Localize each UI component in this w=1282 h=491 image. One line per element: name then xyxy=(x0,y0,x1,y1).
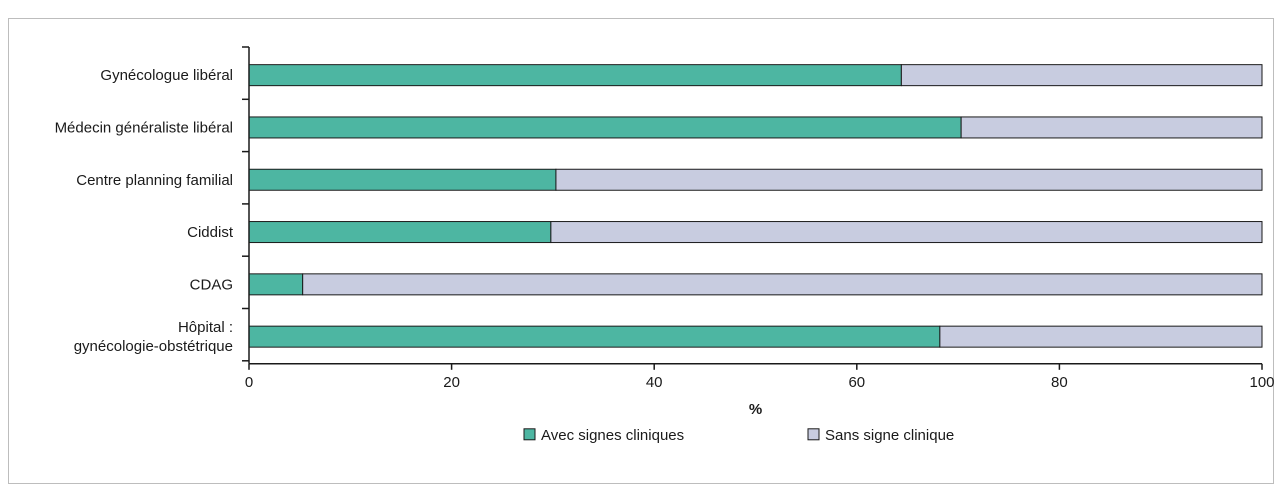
bar-avec-1 xyxy=(248,116,962,139)
bar-sans-5 xyxy=(939,325,1263,348)
bar-sans-0 xyxy=(900,64,1263,87)
category-label: Gynécologue libéral xyxy=(100,67,233,84)
x-tick-label: 60 xyxy=(848,374,865,391)
legend-swatch-avec xyxy=(523,428,536,441)
x-tick-label: 40 xyxy=(646,374,663,391)
category-label: Médecin généraliste libéral xyxy=(55,119,233,136)
x-axis-ticks: 0 20 40 60 80 100 xyxy=(245,363,1275,391)
category-label: gynécologie-obstétrique xyxy=(74,338,233,355)
x-tick-label: 80 xyxy=(1051,374,1068,391)
bar-avec-2 xyxy=(248,168,557,191)
bar-avec-5 xyxy=(248,325,941,348)
x-tick-label: 100 xyxy=(1249,374,1274,391)
bar-sans-2 xyxy=(555,168,1263,191)
bar-avec-3 xyxy=(248,221,552,244)
legend-label-avec: Avec signes cliniques xyxy=(541,427,684,444)
legend-swatch-sans xyxy=(807,428,820,441)
x-axis-title: % xyxy=(749,401,762,418)
bar-sans-3 xyxy=(550,221,1263,244)
y-axis-ticks xyxy=(242,46,249,362)
category-labels: Gynécologue libéral Médecin généraliste l… xyxy=(55,67,234,355)
bars-group xyxy=(248,64,1263,348)
x-tick-label: 20 xyxy=(443,374,460,391)
legend: Avec signes cliniques Sans signe clinique xyxy=(523,427,954,444)
category-label: Hôpital : xyxy=(178,319,233,336)
chart-frame xyxy=(8,18,1274,484)
category-label: Centre planning familial xyxy=(76,172,233,189)
bar-sans-1 xyxy=(960,116,1263,139)
bar-sans-4 xyxy=(302,273,1263,296)
x-tick-label: 0 xyxy=(245,374,253,391)
category-label: Ciddist xyxy=(187,224,234,241)
category-label: CDAG xyxy=(190,276,233,293)
bar-avec-0 xyxy=(248,64,902,87)
bar-avec-4 xyxy=(248,273,304,296)
legend-label-sans: Sans signe clinique xyxy=(825,427,954,444)
